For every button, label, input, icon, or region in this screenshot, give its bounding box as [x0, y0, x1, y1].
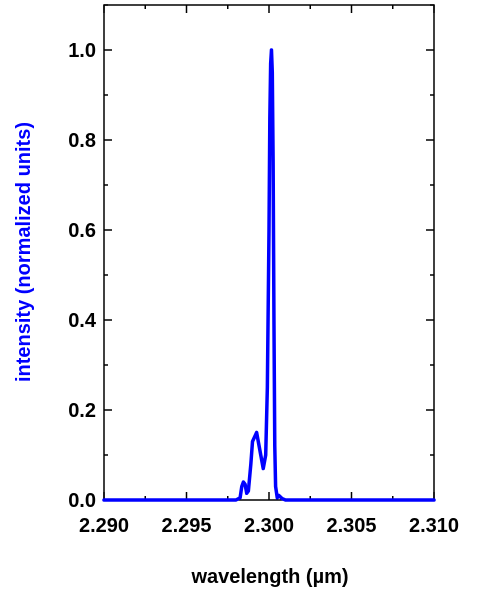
x-tick-label: 2.310 [409, 515, 459, 537]
y-tick-labels: 0.0 0.2 0.4 0.6 0.8 1.0 [68, 40, 97, 512]
series-line [102, 48, 436, 502]
y-tick-label: 0.4 [68, 310, 97, 332]
x-tick-label: 2.305 [326, 515, 376, 537]
y-tick-label: 0.6 [68, 220, 96, 242]
x-axis-label: wavelength (µm) [190, 566, 348, 588]
y-tick-label: 0.0 [68, 490, 96, 512]
y-axis-label: intensity (normalized units) [13, 122, 35, 382]
x-tick-label: 2.290 [79, 515, 129, 537]
y-tick-label: 1.0 [68, 40, 96, 62]
y-tick-label: 0.2 [68, 400, 96, 422]
y-tick-label: 0.8 [68, 130, 96, 152]
x-tick-label: 2.295 [161, 515, 211, 537]
x-tick-labels: 2.290 2.295 2.300 2.305 2.310 [79, 515, 459, 537]
x-tick-label: 2.300 [244, 515, 294, 537]
